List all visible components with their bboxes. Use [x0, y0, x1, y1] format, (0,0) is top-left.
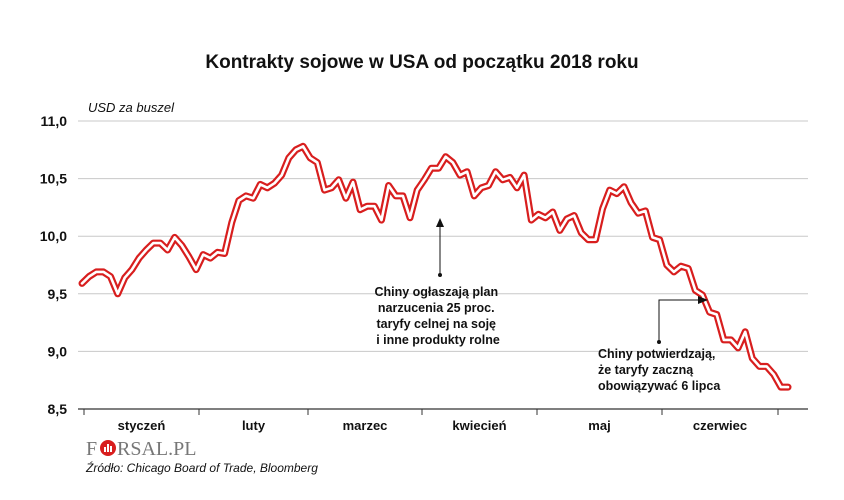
- svg-text:RSAL.PL: RSAL.PL: [117, 438, 196, 460]
- y-tick-label: 10,0: [40, 228, 67, 244]
- annotation-dot: [438, 273, 442, 277]
- annotation-1-line: narzucenia 25 proc.: [378, 301, 495, 315]
- y-axis-label: USD za buszel: [88, 100, 175, 115]
- series-line-inner: [80, 145, 790, 389]
- svg-text:Chiny ogłaszają plan nar: Chiny ogłaszają plan narzucenia 25 proc.…: [374, 285, 501, 347]
- arrowhead: [698, 296, 708, 304]
- y-tick-label: 8,5: [48, 401, 68, 417]
- annotation-arrow: [658, 299, 700, 342]
- annotation-2-line: obowiązywać 6 lipca: [598, 379, 721, 393]
- x-tick-label: marzec: [343, 418, 388, 433]
- y-tick-label: 11,0: [41, 113, 68, 129]
- y-tick-label: 9,0: [48, 343, 68, 359]
- annotation-1-line: Chiny ogłaszają plan: [374, 285, 498, 299]
- annotation-1-line: i inne produkty rolne: [376, 333, 500, 347]
- y-tick-label: 10,5: [40, 171, 67, 187]
- forsal-logo: F RSAL.PL: [86, 438, 196, 460]
- y-tick-label: 9,5: [48, 286, 68, 302]
- x-tick-label: styczeń: [118, 418, 166, 433]
- x-tick-label: luty: [242, 418, 266, 433]
- annotation-2-line: Chiny potwierdzają,: [598, 347, 715, 361]
- chart-title: Kontrakty sojowe w USA od początku 2018 …: [205, 52, 638, 73]
- annotation-1-line: taryfy celnej na soję: [377, 317, 497, 331]
- x-tick-label: maj: [588, 418, 610, 433]
- x-tick-label: czerwiec: [693, 418, 747, 433]
- annotation-dot: [657, 340, 661, 344]
- x-tick-label: kwiecień: [452, 418, 506, 433]
- arrowhead: [436, 218, 444, 227]
- svg-text:Chiny potwierdzają, że t: Chiny potwierdzają, że taryfy zaczną obo…: [598, 347, 721, 393]
- svg-text:F: F: [86, 438, 97, 460]
- annotation-2-line: że taryfy zaczną: [598, 363, 694, 377]
- source-note: Źródło: Chicago Board of Trade, Bloomber…: [85, 460, 318, 475]
